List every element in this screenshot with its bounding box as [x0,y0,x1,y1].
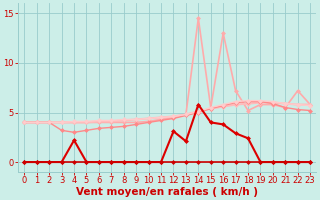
X-axis label: Vent moyen/en rafales ( km/h ): Vent moyen/en rafales ( km/h ) [76,187,258,197]
